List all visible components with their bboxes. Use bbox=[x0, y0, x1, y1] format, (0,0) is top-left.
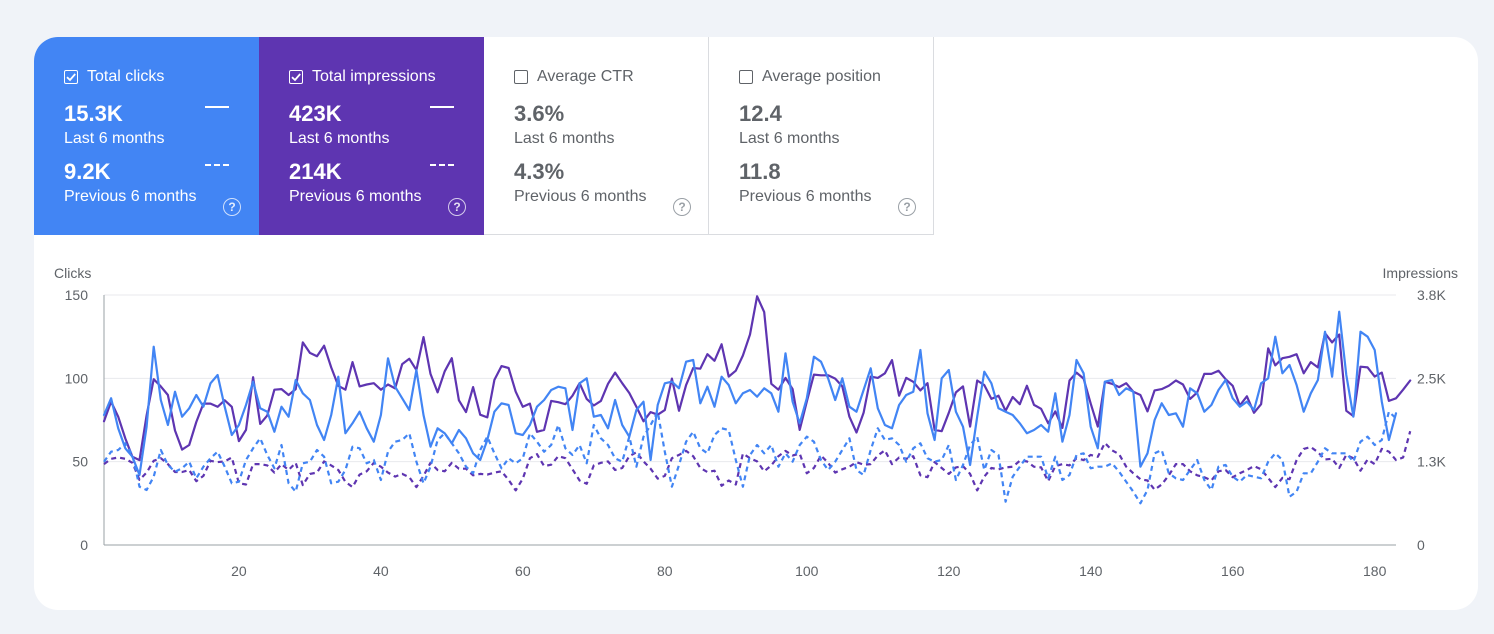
metric-previous-label: Previous 6 months bbox=[514, 188, 647, 205]
help-icon[interactable]: ? bbox=[673, 198, 691, 216]
metric-previous-label: Previous 6 months bbox=[64, 188, 197, 205]
checkbox-unchecked-icon[interactable] bbox=[514, 70, 528, 84]
performance-card: Total clicks 15.3K Last 6 months 9.2K Pr… bbox=[34, 37, 1478, 610]
y-tick-label-left: 100 bbox=[65, 370, 89, 386]
metric-header: Average position bbox=[739, 67, 933, 87]
metric-previous-value: 9.2K bbox=[64, 159, 111, 184]
x-tick-label: 180 bbox=[1363, 563, 1387, 579]
checkbox-unchecked-icon[interactable] bbox=[739, 70, 753, 84]
metric-current-label: Last 6 months bbox=[64, 130, 165, 147]
x-tick-label: 160 bbox=[1221, 563, 1245, 579]
checkbox-checked-icon[interactable] bbox=[289, 70, 303, 84]
help-icon[interactable]: ? bbox=[448, 198, 466, 216]
metric-current-label: Last 6 months bbox=[739, 130, 840, 147]
metric-title: Average position bbox=[762, 68, 881, 85]
metric-previous-value: 214K bbox=[289, 159, 342, 184]
metric-card-average-position[interactable]: Average position 12.4 Last 6 months 11.8… bbox=[709, 37, 934, 235]
metric-previous-label: Previous 6 months bbox=[739, 188, 872, 205]
metric-card-total-impressions[interactable]: Total impressions 423K Last 6 months 214… bbox=[259, 37, 484, 235]
legend-solid-line-icon bbox=[205, 106, 229, 108]
y-tick-label-right: 1.3K bbox=[1417, 454, 1446, 470]
series-line-impressions-last-6-months bbox=[102, 295, 1412, 462]
y-tick-label-left: 50 bbox=[72, 454, 88, 470]
metric-current-label: Last 6 months bbox=[289, 130, 390, 147]
x-tick-label: 80 bbox=[657, 563, 673, 579]
metric-header: Total clicks bbox=[64, 67, 259, 87]
metric-current-value: 12.4 bbox=[739, 101, 782, 126]
x-tick-label: 140 bbox=[1079, 563, 1103, 579]
series-line-clicks-previous-6-months bbox=[103, 410, 1397, 505]
metric-previous-value: 11.8 bbox=[739, 159, 781, 184]
x-tick-label: 40 bbox=[373, 563, 389, 579]
checkbox-checked-icon[interactable] bbox=[64, 70, 78, 84]
performance-chart[interactable]: 0 0 50 1.3K 100 2.5K 150 3.8K Clicks Impressions 2… bbox=[34, 37, 1478, 610]
metric-cards: Total clicks 15.3K Last 6 months 9.2K Pr… bbox=[34, 37, 934, 235]
y-tick-label-left: 0 bbox=[80, 537, 88, 553]
metric-current-label: Last 6 months bbox=[514, 130, 615, 147]
legend-solid-line-icon bbox=[430, 106, 454, 108]
metric-title: Total clicks bbox=[87, 68, 165, 85]
metric-current-value: 423K bbox=[289, 101, 342, 126]
metric-title: Total impressions bbox=[312, 68, 436, 85]
y-axis-label-right: Impressions bbox=[1383, 265, 1458, 281]
x-tick-label: 20 bbox=[231, 563, 247, 579]
y-tick-label-left: 150 bbox=[65, 287, 89, 303]
help-icon[interactable]: ? bbox=[223, 198, 241, 216]
legend-dashed-line-icon bbox=[430, 164, 454, 166]
metric-title: Average CTR bbox=[537, 68, 634, 85]
y-tick-label-right: 3.8K bbox=[1417, 287, 1446, 303]
x-tick-label: 120 bbox=[937, 563, 961, 579]
metric-header: Average CTR bbox=[514, 67, 708, 87]
metric-previous-value: 4.3% bbox=[514, 159, 565, 184]
metric-header: Total impressions bbox=[289, 67, 484, 87]
metric-previous-label: Previous 6 months bbox=[289, 188, 422, 205]
series-line-impressions-previous-6-months bbox=[103, 430, 1412, 492]
metric-card-average-ctr[interactable]: Average CTR 3.6% Last 6 months 4.3% Prev… bbox=[484, 37, 709, 235]
y-tick-label-right: 2.5K bbox=[1417, 370, 1446, 386]
y-tick-label-right: 0 bbox=[1417, 537, 1425, 553]
legend-dashed-line-icon bbox=[205, 164, 229, 166]
metric-current-value: 15.3K bbox=[64, 101, 123, 126]
y-axis-label-left: Clicks bbox=[54, 265, 91, 281]
metric-card-total-clicks[interactable]: Total clicks 15.3K Last 6 months 9.2K Pr… bbox=[34, 37, 259, 235]
help-icon[interactable]: ? bbox=[898, 198, 916, 216]
x-tick-label: 60 bbox=[515, 563, 531, 579]
x-tick-label: 100 bbox=[795, 563, 819, 579]
metric-current-value: 3.6% bbox=[514, 101, 565, 126]
series-line-clicks-last-6-months bbox=[102, 310, 1398, 477]
